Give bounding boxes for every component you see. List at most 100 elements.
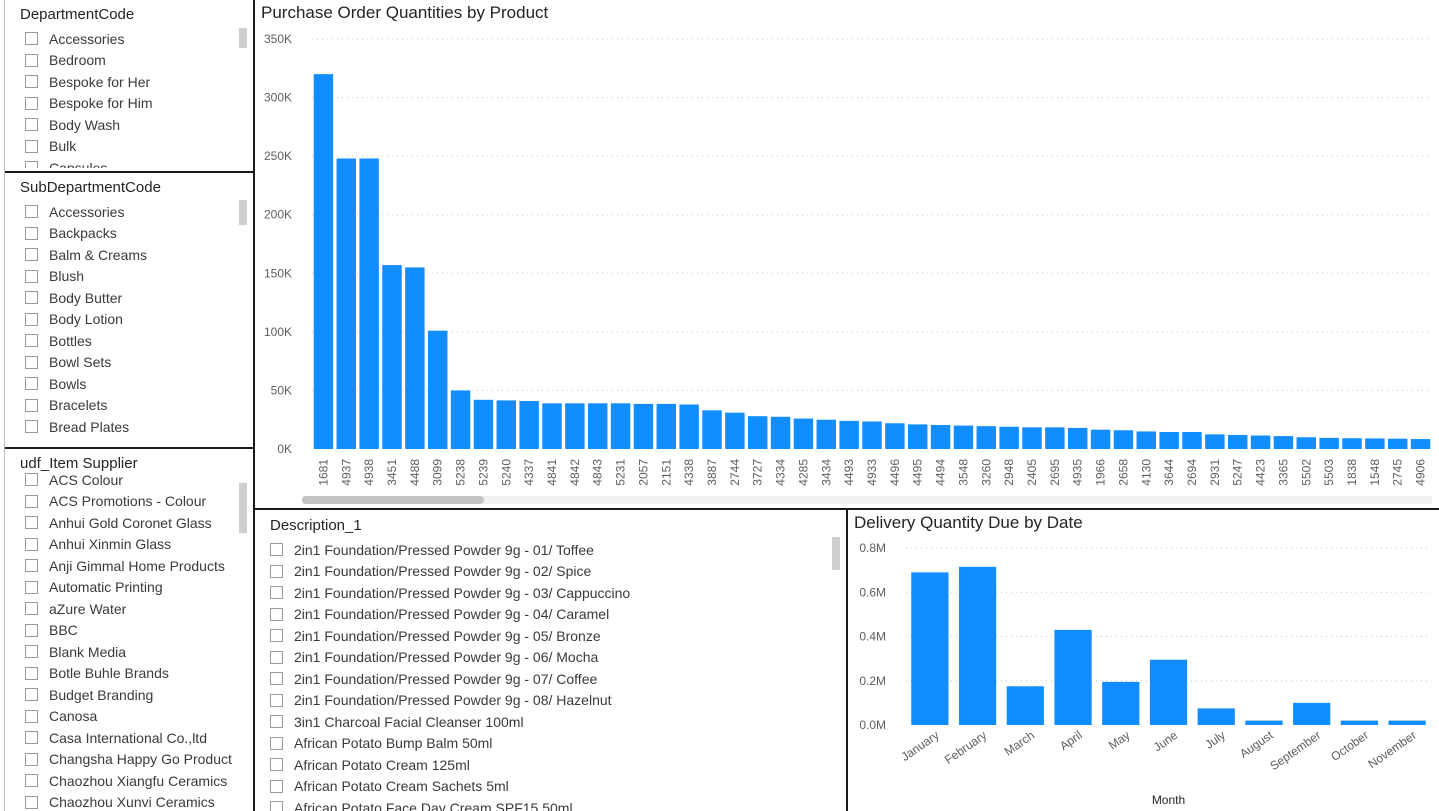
description-option[interactable]: 2in1 Foundation/Pressed Powder 9g - 01/ … xyxy=(270,539,827,561)
supplier-option[interactable]: BBC xyxy=(25,620,232,642)
description-option[interactable]: African Potato Bump Balm 50ml xyxy=(270,733,827,755)
subdepartment-option[interactable]: Body Lotion xyxy=(25,309,232,331)
checkbox[interactable] xyxy=(25,420,38,434)
supplier-option[interactable]: Anhui Xinmin Glass xyxy=(25,534,232,556)
checkbox[interactable] xyxy=(25,398,38,412)
checkbox[interactable] xyxy=(25,795,38,809)
subdepartment-option[interactable]: Bowl Sets xyxy=(25,352,232,374)
checkbox[interactable] xyxy=(25,269,38,283)
supplier-slicer-scrollbar[interactable] xyxy=(239,483,247,533)
department-option[interactable]: Bespoke for Him xyxy=(25,93,232,115)
checkbox[interactable] xyxy=(25,139,38,153)
checkbox[interactable] xyxy=(25,645,38,659)
department-option[interactable]: Bulk xyxy=(25,136,232,158)
description-option[interactable]: 2in1 Foundation/Pressed Powder 9g - 04/ … xyxy=(270,604,827,626)
description-option[interactable]: 2in1 Foundation/Pressed Powder 9g - 03/ … xyxy=(270,582,827,604)
checkbox[interactable] xyxy=(25,580,38,594)
supplier-option[interactable]: Canosa xyxy=(25,706,232,728)
checkbox[interactable] xyxy=(270,650,283,664)
description-option[interactable]: 3in1 Charcoal Facial Cleanser 100ml xyxy=(270,711,827,733)
description-option[interactable]: African Potato Face Day Cream SPF15 50ml xyxy=(270,797,827,811)
supplier-option[interactable]: Anhui Gold Coronet Glass xyxy=(25,512,232,534)
checkbox[interactable] xyxy=(25,248,38,262)
subdepartment-option[interactable]: Balm & Creams xyxy=(25,244,232,266)
checkbox[interactable] xyxy=(270,758,283,772)
description-option[interactable]: 2in1 Foundation/Pressed Powder 9g - 08/ … xyxy=(270,690,827,712)
checkbox[interactable] xyxy=(25,559,38,573)
checkbox[interactable] xyxy=(25,666,38,680)
description-option[interactable]: African Potato Cream Sachets 5ml xyxy=(270,776,827,798)
checkbox[interactable] xyxy=(270,672,283,686)
checkbox[interactable] xyxy=(25,291,38,305)
subdepartment-option[interactable]: Accessories xyxy=(25,201,232,223)
subdepartment-option[interactable]: Bread Plates xyxy=(25,416,232,438)
subdepartment-option[interactable]: Body Butter xyxy=(25,287,232,309)
supplier-option[interactable]: ACS Colour xyxy=(25,469,232,491)
supplier-option[interactable]: Chaozhou Xiangfu Ceramics xyxy=(25,770,232,792)
checkbox[interactable] xyxy=(25,334,38,348)
subdepartment-option[interactable]: Bottles xyxy=(25,330,232,352)
checkbox[interactable] xyxy=(25,473,38,487)
checkbox[interactable] xyxy=(270,607,283,621)
supplier-option[interactable]: Anji Gimmal Home Products xyxy=(25,555,232,577)
checkbox[interactable] xyxy=(25,53,38,67)
checkbox[interactable] xyxy=(25,494,38,508)
supplier-option[interactable]: ACS Promotions - Colour xyxy=(25,491,232,513)
checkbox[interactable] xyxy=(270,736,283,750)
checkbox[interactable] xyxy=(25,312,38,326)
subdepartment-option[interactable]: Blush xyxy=(25,266,232,288)
subdepartment-option[interactable]: Bracelets xyxy=(25,395,232,417)
checkbox[interactable] xyxy=(25,377,38,391)
checkbox[interactable] xyxy=(25,226,38,240)
checkbox[interactable] xyxy=(25,623,38,637)
description-option[interactable]: 2in1 Foundation/Pressed Powder 9g - 06/ … xyxy=(270,647,827,669)
supplier-option[interactable]: aZure Water xyxy=(25,598,232,620)
checkbox[interactable] xyxy=(25,688,38,702)
supplier-option[interactable]: Automatic Printing xyxy=(25,577,232,599)
checkbox[interactable] xyxy=(25,709,38,723)
checkbox[interactable] xyxy=(25,32,38,46)
description-option[interactable]: 2in1 Foundation/Pressed Powder 9g - 07/ … xyxy=(270,668,827,690)
supplier-slicer-list[interactable]: ACS Colour ACS Promotions - Colour Anhui G… xyxy=(25,469,232,811)
supplier-option[interactable]: Blank Media xyxy=(25,641,232,663)
checkbox[interactable] xyxy=(25,537,38,551)
description-slicer-scrollbar[interactable] xyxy=(832,537,840,570)
supplier-option[interactable]: Budget Branding xyxy=(25,684,232,706)
checkbox[interactable] xyxy=(25,118,38,132)
department-option[interactable]: Body Wash xyxy=(25,114,232,136)
checkbox[interactable] xyxy=(25,161,38,168)
checkbox[interactable] xyxy=(270,693,283,707)
subdepartment-slicer-list[interactable]: Accessories Backpacks Balm & Creams Blush Bo… xyxy=(25,201,232,442)
department-slicer-scrollbar[interactable] xyxy=(239,28,247,48)
description-option[interactable]: 2in1 Foundation/Pressed Powder 9g - 05/ … xyxy=(270,625,827,647)
department-option[interactable]: Bespoke for Her xyxy=(25,71,232,93)
supplier-option[interactable]: Changsha Happy Go Products xyxy=(25,749,232,771)
description-slicer-list[interactable]: 2in1 Foundation/Pressed Powder 9g - 01/ … xyxy=(270,539,827,811)
checkbox[interactable] xyxy=(270,543,283,557)
checkbox[interactable] xyxy=(270,801,283,811)
chart-scroll-thumb[interactable] xyxy=(302,496,484,504)
checkbox[interactable] xyxy=(270,715,283,729)
checkbox[interactable] xyxy=(270,586,283,600)
checkbox[interactable] xyxy=(270,629,283,643)
checkbox[interactable] xyxy=(25,774,38,788)
checkbox[interactable] xyxy=(270,779,283,793)
department-slicer-list[interactable]: Accessories Bedroom Bespoke for Her Bespoke… xyxy=(25,28,232,168)
checkbox[interactable] xyxy=(270,564,283,578)
subdepartment-option[interactable]: Brooches xyxy=(25,438,232,442)
description-option[interactable]: African Potato Cream 125ml xyxy=(270,754,827,776)
description-option[interactable]: 2in1 Foundation/Pressed Powder 9g - 02/ … xyxy=(270,561,827,583)
supplier-option[interactable]: Casa International Co.,ltd xyxy=(25,727,232,749)
checkbox[interactable] xyxy=(25,516,38,530)
supplier-option[interactable]: Botle Buhle Brands xyxy=(25,663,232,685)
subdepartment-option[interactable]: Bowls xyxy=(25,373,232,395)
subdepartment-slicer-scrollbar[interactable] xyxy=(239,200,247,225)
department-option[interactable]: Capsules xyxy=(25,157,232,168)
supplier-option[interactable]: Chaozhou Xunvi Ceramics xyxy=(25,792,232,811)
checkbox[interactable] xyxy=(25,75,38,89)
checkbox[interactable] xyxy=(25,731,38,745)
subdepartment-option[interactable]: Backpacks xyxy=(25,223,232,245)
checkbox[interactable] xyxy=(25,96,38,110)
checkbox[interactable] xyxy=(25,602,38,616)
department-option[interactable]: Bedroom xyxy=(25,50,232,72)
